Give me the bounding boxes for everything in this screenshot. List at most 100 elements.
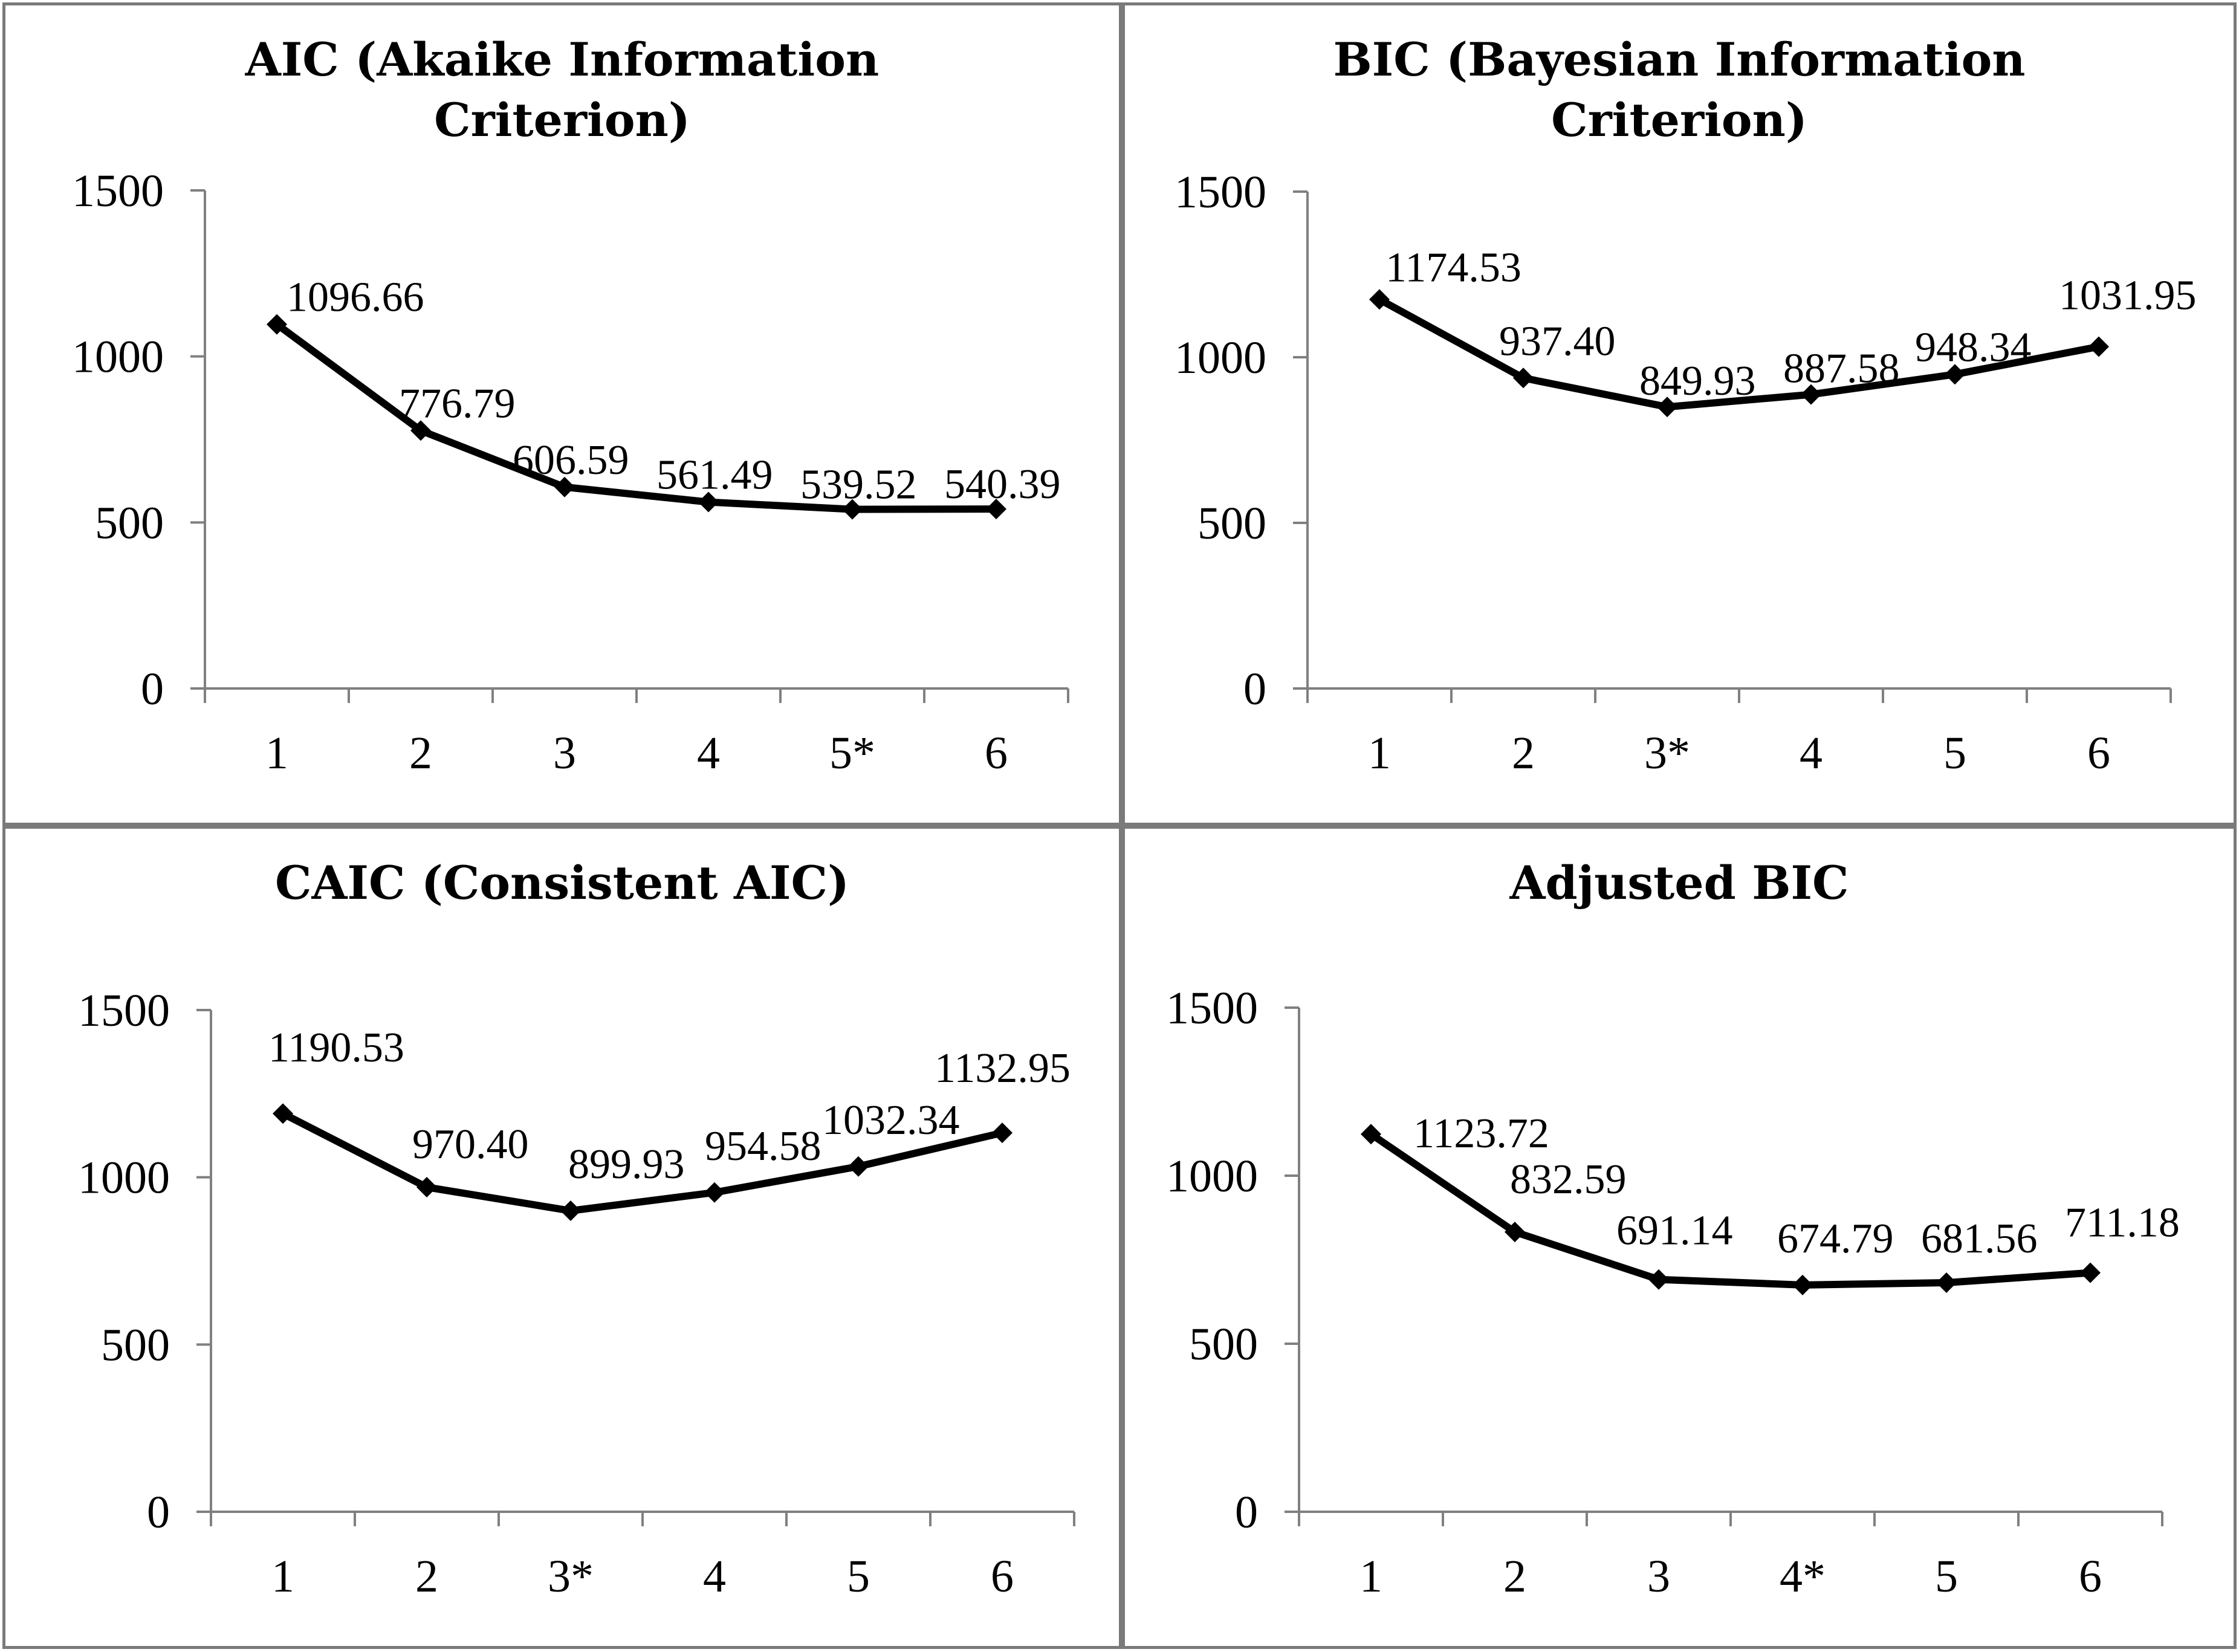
data-point-marker <box>986 499 1006 520</box>
data-label: 539.52 <box>800 462 917 508</box>
data-label: 561.49 <box>656 452 773 499</box>
y-tick-label: 1000 <box>72 332 164 383</box>
chart-title: BIC (Bayesian Information Criterion) <box>1333 33 2026 147</box>
series-line <box>274 321 997 513</box>
x-tick-label: 2 <box>1503 1551 1526 1602</box>
chart-title: CAIC (Consistent AIC) <box>274 856 850 910</box>
data-label: 887.58 <box>1783 346 1900 392</box>
data-label: 1174.53 <box>1385 244 1521 291</box>
x-tick-label: 6 <box>991 1551 1014 1602</box>
series-line <box>281 1110 1003 1215</box>
data-point-marker <box>1648 1269 1669 1290</box>
y-tick-label: 500 <box>1197 498 1266 549</box>
data-point-marker <box>1792 1274 1813 1295</box>
line-chart-bic: 0 500 1000 1500 1 2 3* 4 5 6 1174.53 937.40 849.93 88… <box>1175 167 2197 779</box>
data-point-marker <box>554 476 575 497</box>
data-label: 1031.95 <box>2059 272 2197 319</box>
x-tick-label: 3 <box>1647 1551 1670 1602</box>
data-point-marker <box>1801 384 1821 405</box>
x-tick-label: 3* <box>548 1551 594 1602</box>
x-tick-label: 5* <box>829 728 875 779</box>
y-tick-label: 1000 <box>1175 332 1266 383</box>
data-point-marker <box>992 1122 1013 1144</box>
x-tick-label: 4* <box>1780 1551 1826 1602</box>
data-label: 711.18 <box>2065 1200 2180 1246</box>
data-label: 970.40 <box>412 1121 529 1168</box>
chart-panel-adjusted-bic: Adjusted BIC 0 500 1000 1500 1 2 3 4* 5 6 1123.72 8… <box>1122 826 2237 1649</box>
chart-panel-aic: AIC (Akaike Information Criterion) 0 500 1… <box>2 2 1122 826</box>
y-tick-label: 500 <box>95 497 164 548</box>
data-point-marker <box>1657 397 1677 418</box>
series-line <box>1378 296 2100 411</box>
x-tick-label: 2 <box>1512 728 1535 779</box>
data-label: 1096.66 <box>287 274 424 321</box>
line-chart-caic: 0 500 1000 1500 1 2 3* 4 5 6 1190.53 970.40 899.93 95… <box>78 985 1075 1602</box>
y-tick-label: 1500 <box>72 166 164 216</box>
y-tick-label: 0 <box>1235 1487 1258 1538</box>
y-tick-label: 0 <box>147 1487 170 1538</box>
x-tick-label: 1 <box>265 728 288 779</box>
data-point-marker <box>848 1156 869 1177</box>
chart-panel-bic: BIC (Bayesian Information Criterion) 0 50… <box>1122 2 2237 826</box>
x-tick-label: 6 <box>2087 728 2110 779</box>
x-tick-label: 4 <box>1800 728 1823 779</box>
data-point-marker <box>1513 368 1534 389</box>
y-tick-label: 500 <box>1189 1319 1258 1370</box>
chart-title: AIC (Akaike Information Criterion) <box>245 33 880 147</box>
data-point-marker <box>416 1177 437 1198</box>
data-point-marker <box>698 491 719 513</box>
y-tick-label: 0 <box>141 664 164 714</box>
x-tick-label: 4 <box>703 1551 726 1602</box>
x-tick-label: 1 <box>1368 728 1391 779</box>
y-tick-label: 1500 <box>1175 167 1266 218</box>
data-label: 1123.72 <box>1413 1110 1549 1157</box>
x-tick-label: 1 <box>271 1551 294 1602</box>
y-tick-label: 1500 <box>78 985 170 1036</box>
data-point-marker <box>273 1103 293 1124</box>
data-label: 681.56 <box>1921 1216 2038 1262</box>
y-tick-label: 500 <box>101 1320 170 1370</box>
x-tick-label: 1 <box>1359 1551 1382 1602</box>
chart-panel-caic: CAIC (Consistent AIC) 0 500 1000 1500 1 2 3* 4 5… <box>2 826 1122 1649</box>
data-label: 954.58 <box>705 1123 821 1170</box>
y-tick-label: 1000 <box>78 1153 170 1203</box>
data-point-marker <box>1361 1124 1381 1145</box>
data-label: 776.79 <box>399 380 516 427</box>
data-label: 1132.95 <box>935 1045 1071 1092</box>
line-chart-aic: 0 500 1000 1500 1 2 3 4 5* 6 1096.66 776.79 606.59 56… <box>72 166 1069 779</box>
data-point-marker <box>1945 364 1965 385</box>
x-tick-label: 5 <box>1943 728 1966 779</box>
x-tick-label: 5 <box>1935 1551 1958 1602</box>
data-label: 606.59 <box>513 437 629 484</box>
data-point-marker <box>560 1200 581 1222</box>
chart-title: Adjusted BIC <box>1509 856 1849 910</box>
data-point-marker <box>1505 1222 1525 1243</box>
data-label: 937.40 <box>1499 318 1616 364</box>
y-tick-label: 1500 <box>1166 983 1258 1034</box>
data-label: 849.93 <box>1639 358 1756 404</box>
x-tick-label: 3* <box>1644 728 1690 779</box>
x-tick-label: 6 <box>2079 1551 2102 1602</box>
data-label: 674.79 <box>1777 1216 1894 1262</box>
y-tick-label: 0 <box>1243 664 1266 714</box>
x-tick-label: 2 <box>409 728 432 779</box>
data-label: 691.14 <box>1616 1208 1733 1254</box>
data-point-marker <box>267 314 287 335</box>
data-label: 1190.53 <box>268 1025 404 1071</box>
data-point-marker <box>1936 1272 1957 1294</box>
data-point-marker <box>842 499 863 520</box>
data-label: 540.39 <box>944 461 1061 508</box>
data-point-marker <box>410 420 431 441</box>
series-line <box>1369 1131 2091 1289</box>
x-tick-label: 5 <box>847 1551 870 1602</box>
data-label: 1032.34 <box>822 1097 960 1144</box>
x-tick-label: 2 <box>415 1551 438 1602</box>
data-label: 948.34 <box>1915 324 2032 371</box>
y-tick-label: 1000 <box>1166 1151 1258 1202</box>
x-tick-label: 4 <box>697 728 720 779</box>
x-tick-label: 6 <box>985 728 1008 779</box>
data-point-marker <box>1369 289 1390 310</box>
data-label: 832.59 <box>1510 1156 1627 1203</box>
data-label: 899.93 <box>568 1141 685 1188</box>
